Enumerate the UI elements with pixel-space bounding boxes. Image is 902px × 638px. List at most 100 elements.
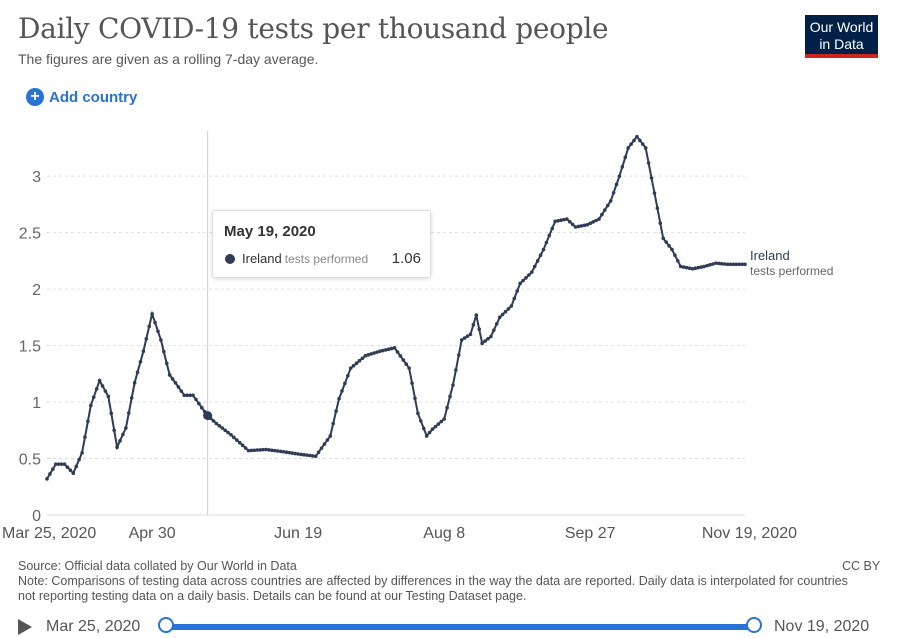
tooltip-entity-name: Ireland <box>242 251 282 266</box>
data-point <box>135 370 140 375</box>
logo-line-2: in Data <box>819 36 864 52</box>
tooltip-entity: Ireland tests performed <box>242 251 368 266</box>
data-point <box>530 270 534 274</box>
data-point <box>313 454 318 459</box>
timeline[interactable]: Mar 25, 2020 Nov 19, 2020 <box>0 612 902 638</box>
data-point <box>678 264 683 269</box>
data-point <box>223 428 227 433</box>
data-point <box>684 265 689 270</box>
data-point <box>398 354 403 358</box>
data-point <box>363 353 368 358</box>
data-point <box>544 240 549 245</box>
data-point <box>579 224 584 228</box>
data-point <box>296 452 300 456</box>
data-point <box>354 361 359 366</box>
data-point <box>281 449 286 454</box>
timeline-end-label: Nov 19, 2020 <box>774 618 870 635</box>
add-country-button[interactable]: + Add country <box>26 88 137 106</box>
data-point <box>308 453 312 458</box>
data-point <box>410 381 414 386</box>
data-point <box>702 264 706 269</box>
data-point <box>278 449 283 454</box>
x-axis: Mar 25, 2020 Apr 30 Jun 19 Aug 8 Sep 27 Nov 1… <box>2 525 797 542</box>
data-point <box>346 374 350 378</box>
data-point <box>264 447 268 452</box>
data-point <box>503 309 508 314</box>
series-label-name[interactable]: Ireland <box>750 248 790 263</box>
data-point <box>275 449 280 453</box>
data-point <box>518 281 522 286</box>
data-point <box>722 262 727 266</box>
add-country-label: Add country <box>49 88 138 106</box>
source-text[interactable]: Source: Official data collated by Our Wo… <box>18 559 297 573</box>
data-point <box>643 146 648 150</box>
data-point <box>167 373 172 377</box>
data-point <box>141 349 146 354</box>
data-point <box>728 262 733 267</box>
line-chart[interactable]: 0 0.5 1 1.5 2 2.5 3 Mar 25, 2020 Apr 30 Jun 19 Au… <box>0 120 902 550</box>
data-point <box>132 381 137 385</box>
data-point <box>524 276 528 280</box>
data-point <box>424 434 429 438</box>
data-point <box>100 384 105 388</box>
data-point <box>372 351 376 355</box>
data-point <box>515 289 520 293</box>
data-point <box>147 324 152 329</box>
data-point <box>51 467 55 471</box>
data-point <box>246 448 251 453</box>
owid-logo[interactable]: Our World in Data <box>805 15 878 58</box>
data-point <box>436 422 441 426</box>
timeline-track[interactable] <box>166 624 754 630</box>
data-point <box>693 266 698 271</box>
data-point <box>395 350 400 354</box>
data-point <box>109 411 114 416</box>
chart-title: Daily COVID-19 tests per thousand people <box>18 12 609 45</box>
data-point <box>272 448 277 453</box>
data-point <box>550 226 555 231</box>
play-icon[interactable] <box>18 619 32 635</box>
data-point <box>696 265 701 270</box>
data-point <box>626 146 630 150</box>
data-point <box>243 446 248 450</box>
tooltip: May 19, 2020 Ireland tests performed 1.06 <box>212 210 431 278</box>
x-tick-label: Jun 19 <box>274 525 322 542</box>
tooltip-value: 1.06 <box>391 250 421 267</box>
data-point <box>389 346 394 351</box>
data-point <box>731 262 736 267</box>
data-point <box>48 472 52 476</box>
data-point <box>713 261 718 265</box>
data-point <box>91 395 96 399</box>
data-point <box>328 434 333 438</box>
license-link[interactable]: CC BY <box>842 559 881 573</box>
series-label-metric: tests performed <box>750 264 834 278</box>
data-point <box>126 411 131 415</box>
data-point <box>567 219 572 224</box>
data-point <box>191 393 195 398</box>
data-point <box>588 221 593 226</box>
data-point <box>547 233 552 238</box>
data-point <box>179 389 184 393</box>
data-point <box>439 419 444 424</box>
data-point <box>562 217 566 222</box>
data-point <box>386 347 391 352</box>
data-point <box>649 176 654 180</box>
data-point <box>325 438 330 442</box>
data-point <box>322 442 327 446</box>
data-point <box>570 222 575 227</box>
data-point <box>509 304 514 308</box>
data-point <box>188 393 192 398</box>
data-point <box>348 366 353 370</box>
x-tick-label: Nov 19, 2020 <box>702 525 797 542</box>
data-point <box>559 218 563 223</box>
data-point <box>383 348 388 352</box>
data-point <box>673 253 677 258</box>
data-point <box>331 421 336 426</box>
timeline-end-handle[interactable] <box>746 617 762 633</box>
series-line-ireland <box>46 134 745 480</box>
data-point <box>270 448 274 453</box>
data-point <box>725 262 730 267</box>
tooltip-metric: tests performed <box>284 252 369 266</box>
timeline-start-handle[interactable] <box>158 617 174 633</box>
data-point <box>170 377 175 381</box>
x-tick-label: Apr 30 <box>129 525 176 542</box>
